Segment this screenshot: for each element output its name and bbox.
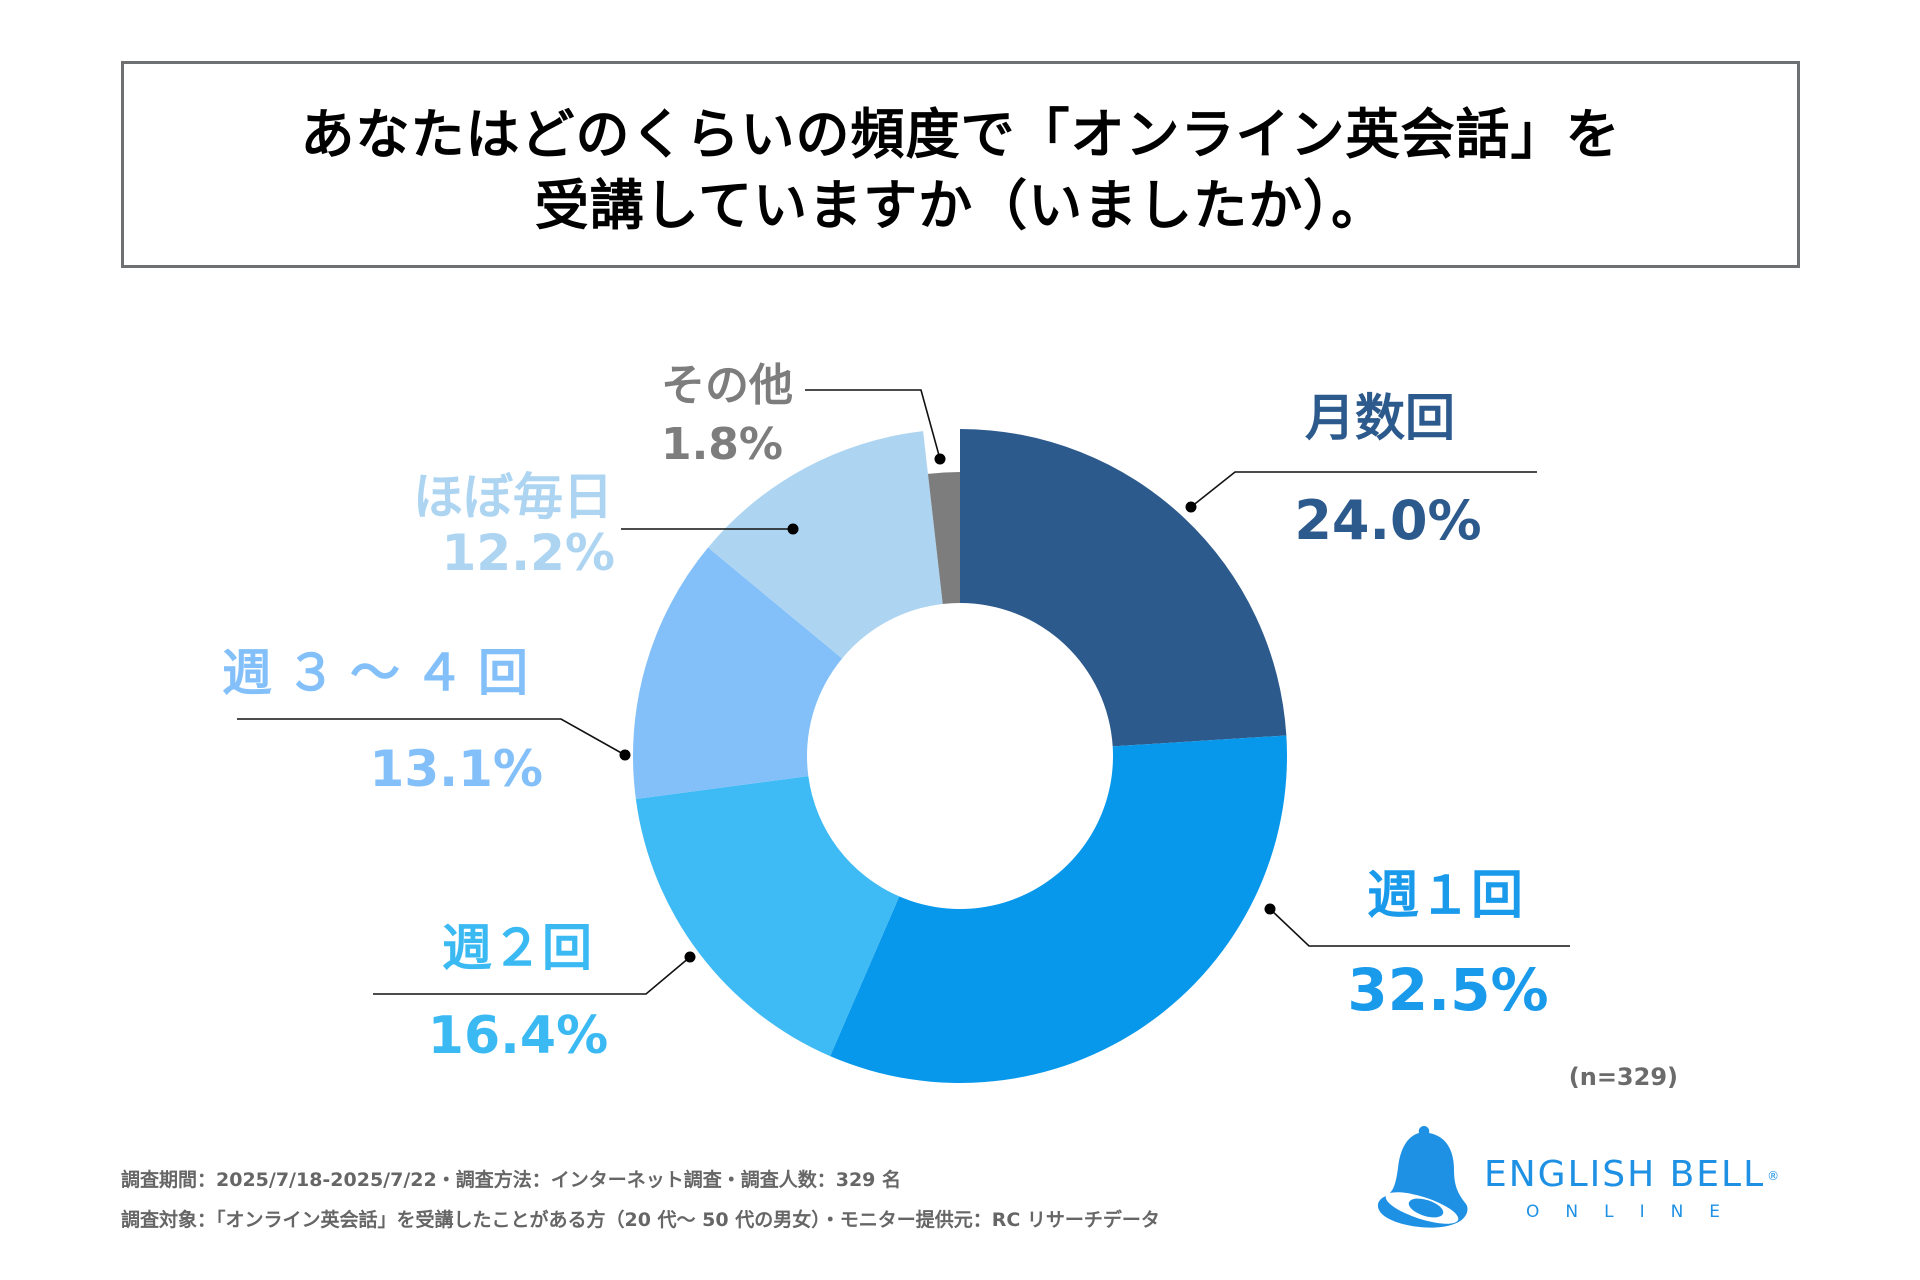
leader-dot-other — [934, 453, 946, 465]
label-value-other: 1.8% — [660, 419, 783, 470]
leader-dot-weekly-3-4 — [619, 749, 631, 761]
leader-lines — [237, 389, 1570, 995]
registered-mark: ® — [1767, 1169, 1782, 1183]
leader-dot-monthly — [1185, 501, 1197, 513]
leader-dot-weekly-2 — [684, 951, 696, 963]
label-value-weekly-1: 32.5% — [1347, 956, 1549, 1024]
chart-title-line-1: あなたはどのくらいの頻度で「オンライン英会話」を — [300, 103, 1621, 166]
title-box: あなたはどのくらいの頻度で「オンライン英会話」を 受講していますか（いましたか）… — [121, 61, 1800, 268]
leader-line-weekly-1 — [1269, 908, 1570, 947]
slice-weekly-1 — [830, 735, 1288, 1083]
survey-info-line-1: 調査期間：2025/7/18-2025/7/22・調査方法：インターネット調査・… — [121, 1169, 902, 1191]
english-bell-logo: ENGLISH BELL ® ONLINE — [1374, 1120, 1804, 1230]
leader-dot-weekly-1 — [1264, 903, 1276, 915]
label-value-almost-daily: 12.2% — [441, 524, 615, 582]
leader-line-monthly — [1190, 471, 1537, 508]
label-value-monthly: 24.0% — [1294, 489, 1482, 552]
logo-wordmark: ENGLISH BELL ® — [1484, 1154, 1781, 1195]
label-value-weekly-2: 16.4% — [427, 1006, 609, 1066]
leader-line-weekly-2 — [373, 956, 691, 995]
label-name-weekly-2: 週２回 — [442, 919, 592, 977]
slice-weekly-2 — [635, 776, 900, 1057]
sample-size-note: (n=329) — [1568, 1063, 1678, 1091]
leader-line-weekly-3-4 — [237, 718, 626, 756]
survey-info-line-2: 調査対象：「オンライン英会話」を受講したことがある方（20 代～ 50 代の男女… — [121, 1209, 1160, 1231]
slice-almost-daily — [708, 431, 943, 659]
donut-slices — [633, 429, 1288, 1083]
slice-weekly-3-4 — [633, 547, 843, 800]
logo-subtitle: ONLINE — [1526, 1202, 1747, 1222]
label-name-weekly-1: 週１回 — [1366, 866, 1524, 926]
bell-icon — [1377, 1126, 1468, 1228]
leader-line-other — [805, 389, 941, 460]
slice-monthly — [960, 429, 1287, 747]
label-name-almost-daily: ほぼ毎日 — [413, 468, 613, 526]
label-value-weekly-3-4: 13.1% — [369, 740, 543, 798]
slice-other — [927, 472, 960, 604]
leader-dot-almost-daily — [787, 523, 799, 535]
label-name-weekly-3-4: 週３～４回 — [222, 644, 542, 702]
logo-name: ENGLISH BELL — [1484, 1154, 1766, 1195]
label-name-monthly: 月数回 — [1305, 389, 1455, 447]
label-name-other: その他 — [661, 360, 793, 411]
chart-title-line-2: 受講していますか（いましたか）。 — [534, 174, 1387, 237]
